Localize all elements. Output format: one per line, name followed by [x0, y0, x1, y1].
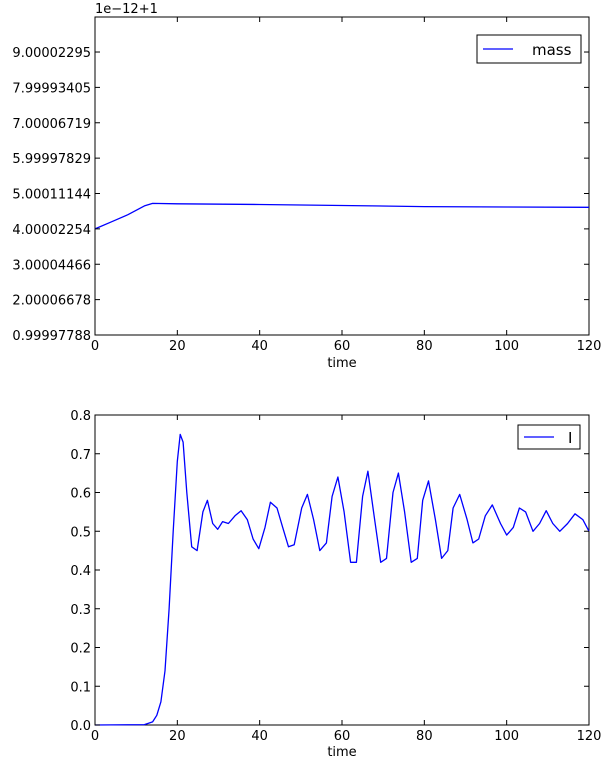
mass-chart-y-tick-label: 4.00002254 [12, 223, 91, 238]
I-chart-x-tick-label: 100 [494, 729, 519, 744]
mass-chart-x-tick-label: 120 [577, 339, 602, 354]
I-chart-legend: I [517, 424, 581, 450]
mass-chart-y-tick-label: 9.00002295 [12, 46, 91, 61]
I-chart-x-axis-label: time [327, 745, 356, 760]
mass-chart-y-tick-label: 5.99997829 [12, 152, 91, 167]
I-chart-y-tick-label: 0.7 [70, 448, 91, 463]
mass-chart-x-tick-label: 0 [91, 339, 99, 354]
mass-chart-x-tick-label: 20 [169, 339, 186, 354]
mass-chart-x-axis-label: time [327, 356, 356, 371]
I-chart-y-tick-label: 0.5 [70, 525, 91, 540]
I-chart-y-tick-label: 0.1 [70, 680, 91, 695]
I-chart: time 0 20 40 60 80 100 120 0.0 0.1 0.2 0.3 0.4 0.5 0.… [70, 409, 601, 760]
I-chart-x-tick-label: 20 [169, 729, 186, 744]
I-chart-frame [94, 414, 590, 726]
I-chart-series-I-line [94, 433, 590, 726]
mass-chart-y-tick-label: 0.99997788 [12, 329, 91, 344]
mass-chart-y-tick-label: 7.99993405 [12, 81, 91, 96]
mass-chart: 1e−12+1 time 0 20 40 60 80 100 120 0.99997788 2.… [12, 2, 601, 371]
mass-chart-legend-label: mass [532, 41, 572, 59]
mass-chart-frame [94, 16, 590, 336]
I-chart-y-tick-label: 0.3 [70, 603, 91, 618]
I-chart-y-tick-label: 0.0 [70, 719, 91, 734]
I-chart-x-tick-label: 120 [577, 729, 602, 744]
mass-chart-x-tick-label: 100 [494, 339, 519, 354]
mass-chart-y-tick-label: 2.00006678 [12, 294, 91, 309]
I-chart-x-tick-label: 80 [416, 729, 433, 744]
I-chart-y-tick-label: 0.4 [70, 564, 91, 579]
mass-chart-x-tick-label: 80 [416, 339, 433, 354]
I-chart-legend-label: I [568, 429, 572, 447]
mass-chart-y-tick-label: 3.00004466 [12, 258, 91, 273]
mass-chart-offset-label: 1e−12+1 [95, 2, 158, 17]
I-chart-y-tick-label: 0.6 [70, 487, 91, 502]
I-chart-x-tick-label: 60 [334, 729, 351, 744]
I-chart-y-tick-label: 0.8 [70, 409, 91, 424]
mass-chart-x-tick-label: 60 [334, 339, 351, 354]
I-chart-x-tick-label: 0 [91, 729, 99, 744]
mass-chart-x-tick-label: 40 [251, 339, 268, 354]
I-chart-x-tick-label: 40 [251, 729, 268, 744]
mass-chart-series-mass-line [94, 202, 590, 230]
mass-chart-y-tick-label: 5.00011144 [12, 188, 91, 203]
mass-chart-y-tick-label: 7.00006719 [12, 117, 91, 132]
I-chart-y-tick-label: 0.2 [70, 642, 91, 657]
mass-chart-legend: mass [476, 34, 582, 64]
